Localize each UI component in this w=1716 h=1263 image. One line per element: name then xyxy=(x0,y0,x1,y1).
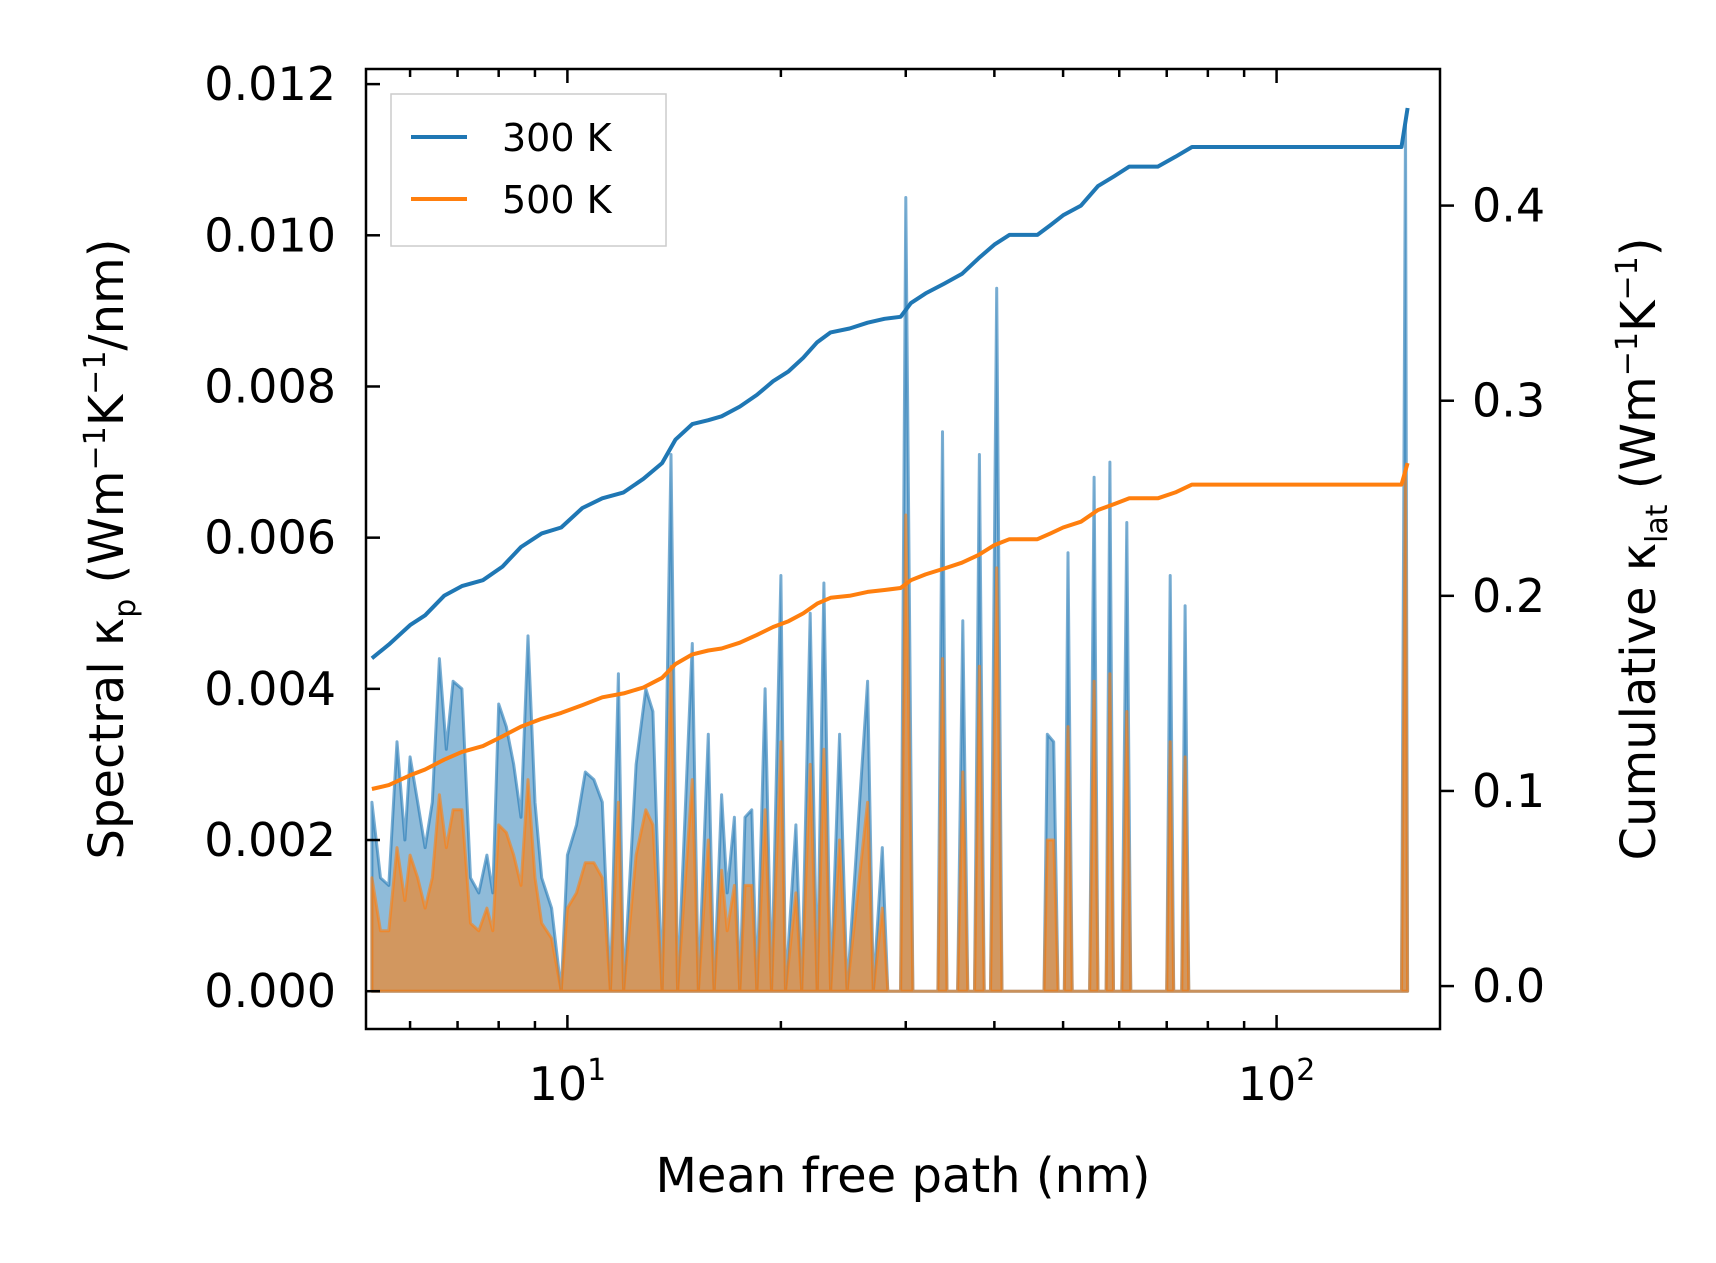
right-axis-title-main: Cumulative κ xyxy=(1611,543,1667,861)
cumulative-lines xyxy=(370,107,1410,791)
left-axis-title-mid: K xyxy=(79,393,135,426)
left-tick-label: 0.004 xyxy=(204,662,336,716)
right-tick-label: 0.0 xyxy=(1472,959,1545,1013)
x-axis-ticks: 101 102 xyxy=(408,69,1316,1111)
x-tick-label: 101 xyxy=(529,1053,607,1111)
right-axis-ticks: 0.0 0.1 0.2 0.3 0.4 xyxy=(1440,179,1545,1013)
left-axis-title-exp2: −1 xyxy=(78,351,113,395)
left-tick-label: 0.000 xyxy=(204,964,336,1018)
legend: 300 K 500 K xyxy=(390,93,667,247)
left-tick-label: 0.012 xyxy=(204,57,336,111)
x-axis-title: Mean free path (nm) xyxy=(656,1148,1151,1204)
spectral-area-500k xyxy=(370,468,1410,993)
right-tick-label: 0.4 xyxy=(1472,179,1545,233)
right-axis-title-units-open: (Wm xyxy=(1611,376,1667,504)
left-axis-title-units-open: (Wm xyxy=(79,471,135,599)
right-axis-title-end: ) xyxy=(1611,238,1667,257)
left-tick-label: 0.010 xyxy=(204,208,336,262)
cumulative-line-300k xyxy=(370,107,1410,660)
left-tick-label: 0.006 xyxy=(204,511,336,565)
left-axis-title-end: /nm) xyxy=(79,239,135,351)
left-axis-title-exp1: −1 xyxy=(78,426,113,470)
cumulative-line-500k xyxy=(371,462,1410,791)
plot-frame xyxy=(364,67,1442,1031)
right-axis-title-exp1: −1 xyxy=(1610,332,1645,376)
legend-box xyxy=(390,93,667,247)
right-axis-title: Cumulative κlat (Wm−1K−1) xyxy=(1610,238,1675,861)
legend-label-500k: 500 K xyxy=(502,178,613,222)
left-tick-label: 0.008 xyxy=(204,359,336,413)
left-axis-title: Spectral κp (Wm−1K−1/nm) xyxy=(78,239,143,860)
left-tick-label: 0.002 xyxy=(204,813,336,867)
right-axis-title-mid: K xyxy=(1611,299,1667,332)
right-tick-label: 0.1 xyxy=(1472,764,1545,818)
right-axis-title-sub: lat xyxy=(1640,504,1675,543)
left-axis-title-sub: p xyxy=(108,599,143,618)
right-tick-label: 0.3 xyxy=(1472,374,1545,428)
legend-label-300k: 300 K xyxy=(502,116,613,160)
spectral-areas xyxy=(370,120,1410,993)
right-axis-title-exp2: −1 xyxy=(1610,256,1645,300)
right-tick-label: 0.2 xyxy=(1472,569,1545,623)
left-axis-title-main: Spectral κ xyxy=(79,618,135,860)
x-tick-label: 102 xyxy=(1238,1053,1316,1111)
left-axis-ticks: 0.000 0.002 0.004 0.006 0.008 0.010 0.012 xyxy=(204,57,380,1018)
